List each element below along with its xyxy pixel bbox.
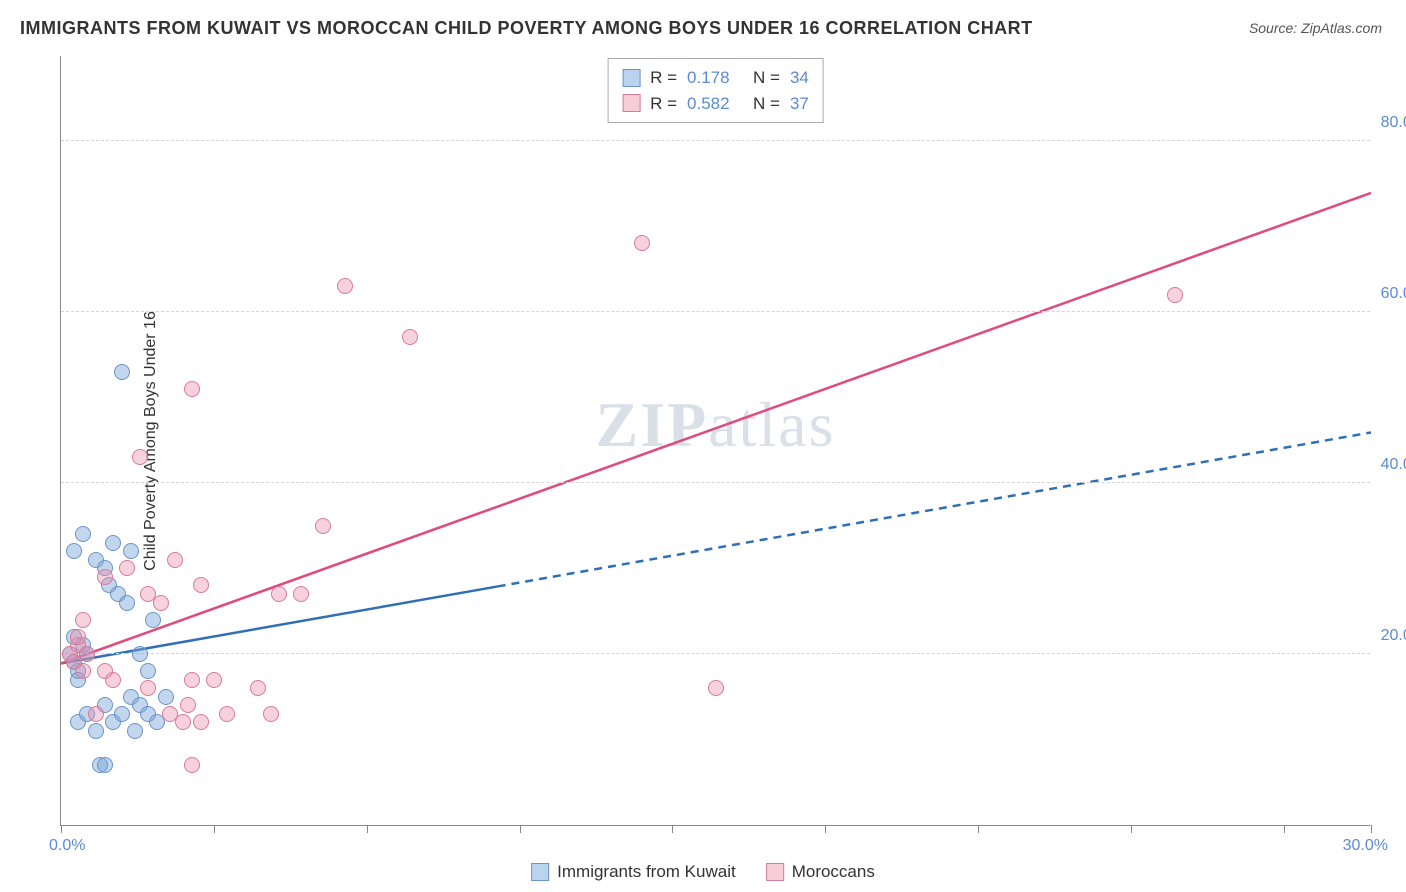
x-tick xyxy=(367,825,368,833)
x-tick xyxy=(61,825,62,833)
data-point-moroccans xyxy=(271,586,287,602)
data-point-moroccans xyxy=(293,586,309,602)
data-point-moroccans xyxy=(250,680,266,696)
data-point-moroccans xyxy=(153,595,169,611)
y-tick-label: 80.0% xyxy=(1381,114,1406,132)
x-tick xyxy=(520,825,521,833)
gridline xyxy=(61,653,1370,654)
data-point-moroccans xyxy=(634,235,650,251)
data-point-moroccans xyxy=(97,569,113,585)
data-point-moroccans xyxy=(167,552,183,568)
data-point-kuwait xyxy=(127,723,143,739)
gridline xyxy=(61,311,1370,312)
source-name: ZipAtlas.com xyxy=(1301,20,1382,36)
data-point-moroccans xyxy=(708,680,724,696)
data-point-moroccans xyxy=(75,612,91,628)
data-point-moroccans xyxy=(184,757,200,773)
data-point-moroccans xyxy=(193,714,209,730)
plot-area: Child Poverty Among Boys Under 16 ZIPatl… xyxy=(60,56,1370,826)
data-point-kuwait xyxy=(75,526,91,542)
r-value: 0.582 xyxy=(687,91,743,117)
gridline xyxy=(61,482,1370,483)
series-legend: Immigrants from Kuwait Moroccans xyxy=(531,862,875,882)
legend-label: Moroccans xyxy=(792,862,875,882)
data-point-moroccans xyxy=(132,449,148,465)
x-axis-max-label: 30.0% xyxy=(1343,837,1388,855)
watermark-rest: atlas xyxy=(708,389,835,460)
data-point-moroccans xyxy=(1167,287,1183,303)
stats-legend: R = 0.178 N = 34 R = 0.582 N = 37 xyxy=(607,58,824,123)
x-tick xyxy=(214,825,215,833)
r-label: R = xyxy=(650,91,677,117)
x-tick xyxy=(1131,825,1132,833)
data-point-moroccans xyxy=(337,278,353,294)
data-point-kuwait xyxy=(132,646,148,662)
data-point-kuwait xyxy=(145,612,161,628)
data-point-kuwait xyxy=(105,535,121,551)
trend-line xyxy=(498,432,1371,586)
y-axis-title: Child Poverty Among Boys Under 16 xyxy=(142,311,160,571)
x-tick xyxy=(1371,825,1372,833)
data-point-moroccans xyxy=(193,577,209,593)
data-point-kuwait xyxy=(119,595,135,611)
legend-item-kuwait: Immigrants from Kuwait xyxy=(531,862,736,882)
source-prefix: Source: xyxy=(1249,20,1301,36)
legend-swatch xyxy=(766,863,784,881)
stats-row-moroccans: R = 0.582 N = 37 xyxy=(622,91,809,117)
data-point-moroccans xyxy=(402,329,418,345)
data-point-moroccans xyxy=(184,381,200,397)
data-point-moroccans xyxy=(70,629,86,645)
legend-swatch xyxy=(531,863,549,881)
legend-swatch xyxy=(622,69,640,87)
data-point-moroccans xyxy=(219,706,235,722)
data-point-kuwait xyxy=(123,543,139,559)
x-axis-min-label: 0.0% xyxy=(49,837,85,855)
watermark: ZIPatlas xyxy=(596,388,836,462)
data-point-kuwait xyxy=(88,723,104,739)
data-point-kuwait xyxy=(158,689,174,705)
data-point-kuwait xyxy=(140,663,156,679)
r-label: R = xyxy=(650,65,677,91)
data-point-moroccans xyxy=(175,714,191,730)
legend-label: Immigrants from Kuwait xyxy=(557,862,736,882)
data-point-moroccans xyxy=(315,518,331,534)
x-tick xyxy=(978,825,979,833)
x-tick xyxy=(672,825,673,833)
trend-lines-svg xyxy=(61,56,1371,826)
x-tick xyxy=(1284,825,1285,833)
legend-swatch xyxy=(622,94,640,112)
chart-title: IMMIGRANTS FROM KUWAIT VS MOROCCAN CHILD… xyxy=(20,18,1033,39)
data-point-moroccans xyxy=(79,646,95,662)
trend-line xyxy=(61,193,1371,664)
data-point-moroccans xyxy=(119,560,135,576)
data-point-kuwait xyxy=(66,543,82,559)
data-point-moroccans xyxy=(88,706,104,722)
n-value: 37 xyxy=(790,91,809,117)
data-point-kuwait xyxy=(97,757,113,773)
watermark-bold: ZIP xyxy=(596,389,709,460)
stats-row-kuwait: R = 0.178 N = 34 xyxy=(622,65,809,91)
y-tick-label: 20.0% xyxy=(1381,627,1406,645)
n-value: 34 xyxy=(790,65,809,91)
n-label: N = xyxy=(753,91,780,117)
data-point-moroccans xyxy=(206,672,222,688)
data-point-moroccans xyxy=(263,706,279,722)
x-tick xyxy=(825,825,826,833)
y-tick-label: 60.0% xyxy=(1381,285,1406,303)
n-label: N = xyxy=(753,65,780,91)
r-value: 0.178 xyxy=(687,65,743,91)
data-point-moroccans xyxy=(140,680,156,696)
data-point-moroccans xyxy=(75,663,91,679)
data-point-moroccans xyxy=(105,672,121,688)
gridline xyxy=(61,140,1370,141)
data-point-kuwait xyxy=(114,364,130,380)
legend-item-moroccans: Moroccans xyxy=(766,862,875,882)
data-point-kuwait xyxy=(114,706,130,722)
data-point-moroccans xyxy=(180,697,196,713)
y-tick-label: 40.0% xyxy=(1381,456,1406,474)
data-point-moroccans xyxy=(184,672,200,688)
source-attribution: Source: ZipAtlas.com xyxy=(1249,20,1382,36)
